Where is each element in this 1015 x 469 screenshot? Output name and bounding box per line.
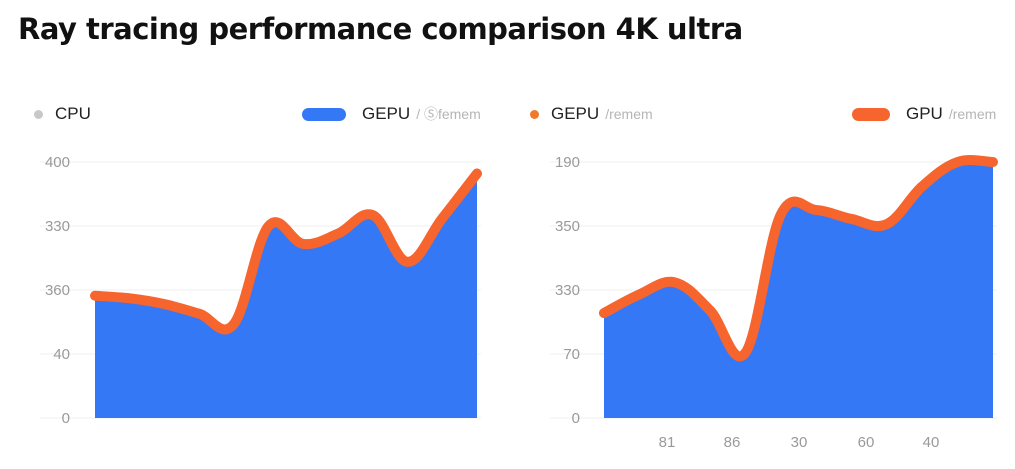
legend-label: GEPU: [551, 104, 600, 123]
legend-marker-gpu: [852, 107, 890, 121]
legend-marker-gepu-blue: [302, 107, 346, 121]
legend-label: GPU: [906, 104, 943, 123]
y-tick-label: 40: [53, 346, 70, 363]
y-tick-label: 330: [45, 218, 70, 235]
chart-title: Ray tracing performance comparison 4K ul…: [18, 12, 743, 46]
legend-sub: / Ⓢfemem: [416, 106, 481, 122]
series-area: [604, 160, 993, 419]
y-tick-label: 0: [62, 410, 70, 427]
x-tick-label: 81: [659, 434, 676, 451]
legend-label: GEPU: [362, 104, 411, 123]
legend-item-gepu-orange: GEPU /remem: [530, 104, 653, 124]
legend-item-cpu: CPU: [34, 104, 91, 124]
y-tick-label: 400: [45, 154, 70, 171]
y-tick-label: 70: [563, 346, 580, 363]
series-area: [95, 173, 477, 418]
y-tick-label: 350: [555, 218, 580, 235]
y-tick-label: 190: [555, 154, 580, 171]
legend-item-gpu: GPU /remem: [852, 104, 996, 124]
legend-sub: /remem: [605, 106, 653, 122]
y-tick-label: 330: [555, 282, 580, 299]
legend-item-gepu-blue: GEPU / Ⓢfemem: [302, 104, 481, 124]
legend-label: CPU: [55, 104, 91, 123]
series-line: [599, 155, 998, 362]
series-line: [90, 168, 482, 335]
legend-marker-gepu-orange: [530, 109, 539, 119]
x-tick-label: 40: [923, 434, 940, 451]
legend-marker-cpu: [34, 109, 43, 119]
y-tick-label: 360: [45, 282, 70, 299]
x-tick-label: 86: [724, 434, 741, 451]
legend-sub: /remem: [948, 106, 997, 122]
y-tick-label: 0: [572, 410, 580, 427]
x-tick-label: 30: [791, 434, 808, 451]
x-tick-label: 60: [858, 434, 875, 451]
